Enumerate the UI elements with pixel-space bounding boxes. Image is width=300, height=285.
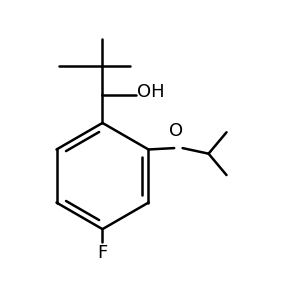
Text: O: O: [169, 122, 184, 140]
Text: OH: OH: [137, 83, 165, 101]
Text: F: F: [98, 245, 108, 262]
